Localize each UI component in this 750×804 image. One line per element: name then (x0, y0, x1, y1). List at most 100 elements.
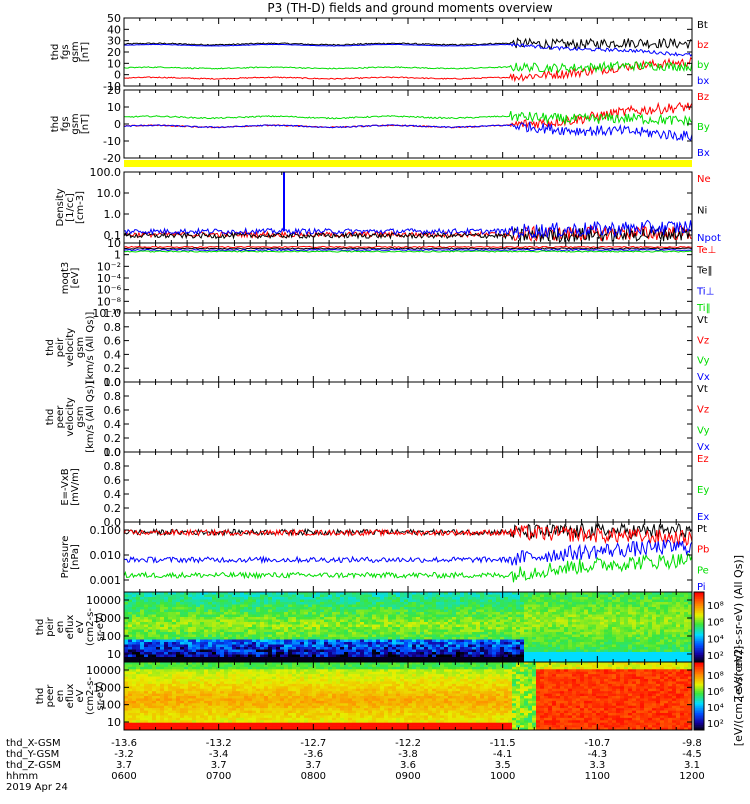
spectrogram-cell (572, 652, 576, 655)
spectrogram-cell (408, 645, 412, 648)
spectrogram-cell (508, 605, 512, 608)
spectrogram-cell (616, 655, 620, 658)
spectrogram-cell (128, 674, 132, 677)
spectrogram-cell (320, 602, 324, 605)
spectrogram-cell (568, 627, 572, 630)
spectrogram-cell (536, 635, 540, 638)
spectrogram-cell (192, 620, 196, 623)
spectrogram-cell (584, 635, 588, 638)
spectrogram-cell (372, 640, 376, 643)
spectrogram-cell (192, 615, 196, 618)
spectrogram-cell (124, 605, 128, 608)
spectrogram-cell (372, 635, 376, 638)
spectrogram-cell (684, 637, 688, 640)
spectrogram-cell (636, 642, 640, 645)
spectrogram-cell (232, 602, 236, 605)
spectrogram-cell (252, 610, 256, 613)
spectrogram-cell (164, 625, 168, 628)
spectrogram-cell (204, 615, 208, 618)
spectrogram-cell (428, 632, 432, 635)
spectrogram-cell (456, 607, 460, 610)
spectrogram-cell (372, 600, 376, 603)
spectrogram-cell (524, 600, 528, 603)
spectrogram-cell (132, 635, 136, 638)
spectrogram-cell (628, 600, 632, 603)
spectrogram-cell (432, 655, 436, 658)
spectrogram-cell (584, 652, 588, 655)
spectrogram-cell (564, 627, 568, 630)
spectrogram-cell (144, 640, 148, 643)
spectrogram-cell (608, 637, 612, 640)
spectrogram-cell (280, 622, 284, 625)
spectrogram-cell (568, 602, 572, 605)
spectrogram-cell (156, 655, 160, 658)
spectrogram-cell (196, 630, 200, 633)
spectrogram-cell (452, 640, 456, 643)
spectrogram-cell (580, 595, 584, 598)
spectrogram-cell (616, 650, 620, 653)
spectrogram-cell (196, 610, 200, 613)
spectrogram-cell (400, 615, 404, 618)
spectrogram-cell (388, 595, 392, 598)
spectrogram-cell (472, 605, 476, 608)
spectrogram-cell (620, 642, 624, 645)
spectrogram-cell (468, 645, 472, 648)
spectrogram-cell (336, 612, 340, 615)
spectrogram-cell (224, 637, 228, 640)
spectrogram-cell (148, 615, 152, 618)
spectrogram-cell (492, 652, 496, 655)
spectrogram-cell (512, 637, 516, 640)
spectrogram-cell (408, 615, 412, 618)
spectrogram-cell (632, 632, 636, 635)
spectrogram-cell (368, 605, 372, 608)
spectrogram-cell (280, 620, 284, 623)
spectrogram-cell (284, 652, 288, 655)
spectrogram-cell (260, 617, 264, 620)
spectrogram-cell (660, 600, 664, 603)
spectrogram-cell (372, 630, 376, 633)
spectrogram-cell (616, 642, 620, 645)
spectrogram-cell (604, 595, 608, 598)
spectrogram-cell (592, 622, 596, 625)
spectrogram-cell (304, 635, 308, 638)
spectrogram-cell (536, 627, 540, 630)
spectrogram-cell (360, 642, 364, 645)
spectrogram-cell (140, 645, 144, 648)
spectrogram-cell (296, 605, 300, 608)
spectrogram-cell (596, 607, 600, 610)
spectrogram-cell (668, 645, 672, 648)
spectrogram-cell (152, 600, 156, 603)
spectrogram-cell (244, 597, 248, 600)
spectrogram-cell (416, 630, 420, 633)
legend-entry: bz (697, 40, 709, 51)
spectrogram-cell (168, 600, 172, 603)
spectrogram-cell (440, 607, 444, 610)
spectrogram-cell (464, 645, 468, 648)
spectrogram-cell (432, 647, 436, 650)
spectrogram-cell (580, 642, 584, 645)
spectrogram-cell (328, 647, 332, 650)
spectrogram-cell (592, 650, 596, 653)
spectrogram-cell (676, 625, 680, 628)
spectrogram-cell (216, 607, 220, 610)
spectrogram-cell (428, 617, 432, 620)
spectrogram-cell (284, 657, 288, 660)
spectrogram-cell (160, 630, 164, 633)
spectrogram-cell (444, 595, 448, 598)
spectrogram-cell (624, 652, 628, 655)
spectrogram-cell (256, 652, 260, 655)
spectrogram-cell (324, 635, 328, 638)
spectrogram-cell (272, 625, 276, 628)
spectrogram-cell (288, 617, 292, 620)
spectrogram-cell (132, 625, 136, 628)
spectrogram-cell (452, 637, 456, 640)
spectrogram-cell (484, 642, 488, 645)
spectrogram-cell (520, 655, 524, 658)
spectrogram-cell (168, 640, 172, 643)
spectrogram-cell (628, 625, 632, 628)
spectrogram-cell (448, 617, 452, 620)
spectrogram-cell (260, 635, 264, 638)
ylabel-panel-3: moqt3[eV] (60, 262, 81, 295)
spectrogram-cell (232, 647, 236, 650)
ylabel-line: [nT] (80, 42, 91, 62)
